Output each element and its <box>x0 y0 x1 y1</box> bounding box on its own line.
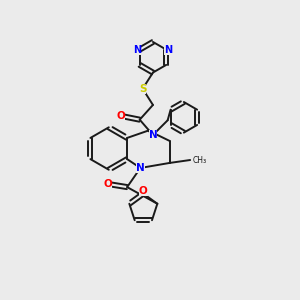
Text: N: N <box>148 130 157 140</box>
Text: O: O <box>139 186 148 196</box>
Text: CH₃: CH₃ <box>193 155 207 164</box>
Text: N: N <box>164 45 172 55</box>
Text: O: O <box>103 179 112 189</box>
Text: O: O <box>116 111 125 121</box>
Text: S: S <box>139 84 146 94</box>
Text: N: N <box>133 45 141 55</box>
Text: N: N <box>136 163 145 173</box>
